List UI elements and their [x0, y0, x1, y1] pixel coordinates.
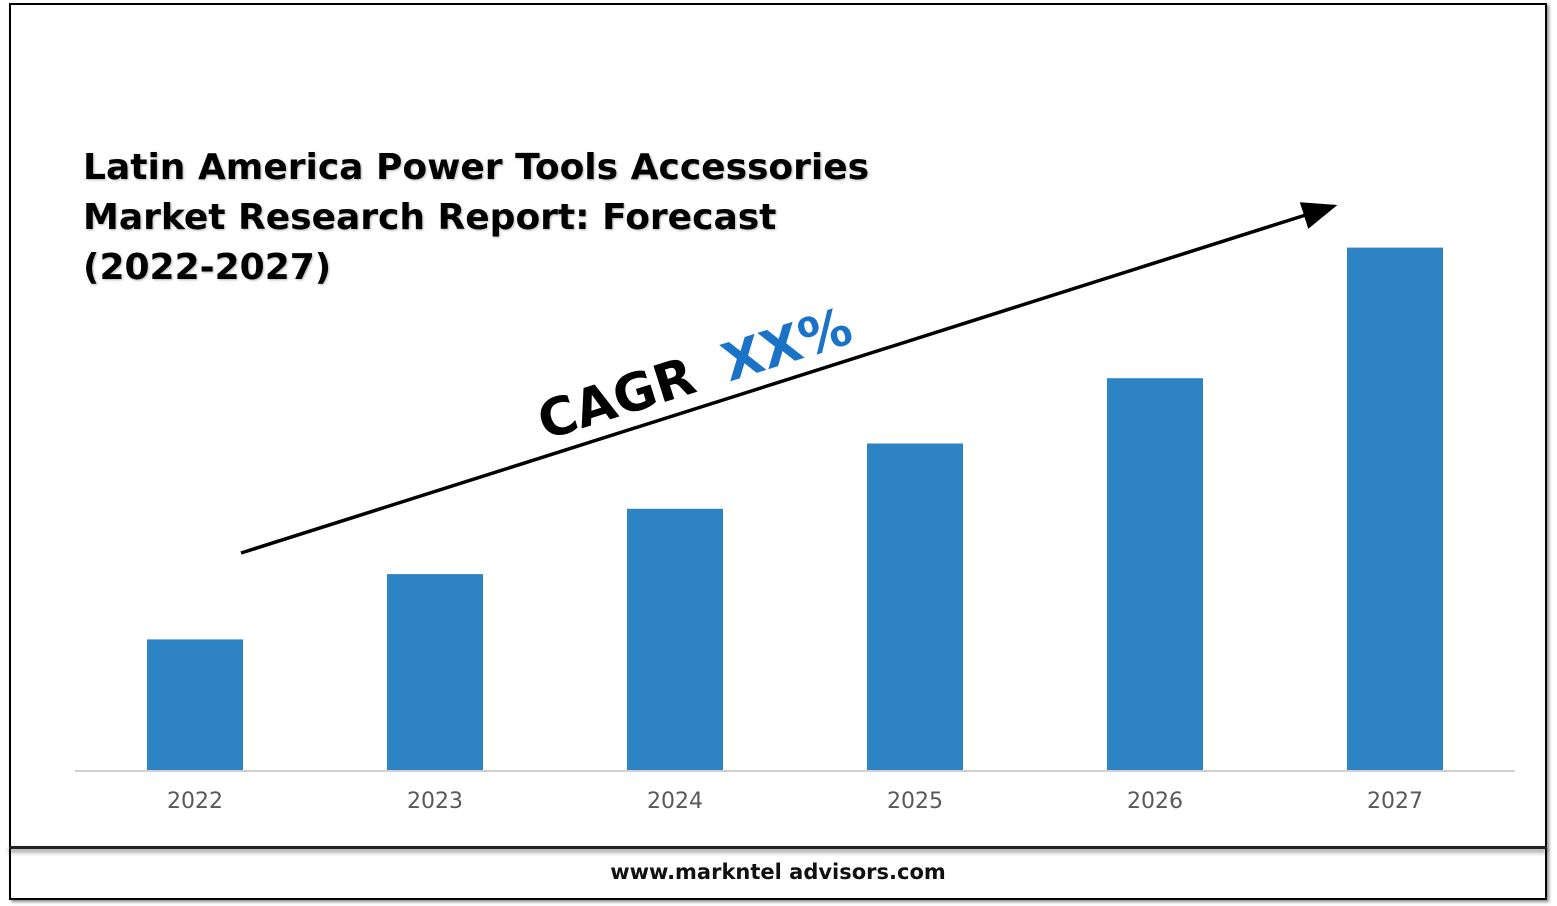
title-line-2: Market Research Report: Forecast: [83, 197, 777, 238]
x-tick-labels: 2022 2023 2024 2025 2026 2027: [167, 789, 1423, 814]
footer-divider: [9, 846, 1547, 849]
x-tick-label-2027: 2027: [1367, 789, 1423, 814]
bar-2024: [627, 508, 723, 770]
x-tick-label-2023: 2023: [407, 789, 463, 814]
x-tick-label-2026: 2026: [1127, 789, 1183, 814]
cagr-label: CAGR: [531, 346, 703, 452]
title-line-3: (2022-2027): [83, 247, 332, 288]
x-tick-label-2022: 2022: [167, 789, 223, 814]
chart-title: Latin America Power Tools Accessories Ma…: [83, 143, 883, 293]
bar-2022: [147, 639, 243, 770]
title-line-1: Latin America Power Tools Accessories: [83, 147, 870, 188]
bar-2025: [867, 443, 963, 770]
bar-2023: [387, 574, 483, 770]
trend-arrow: [240, 202, 1338, 555]
bar-2027: [1347, 247, 1443, 771]
footer-url: www.markntel advisors.com: [610, 860, 946, 884]
x-tick-label-2025: 2025: [887, 789, 943, 814]
cagr-annotation: CAGR XX%: [531, 297, 859, 453]
chart-frame: [9, 3, 1547, 900]
bar-2026: [1107, 378, 1203, 770]
bars-layer: [147, 247, 1443, 771]
x-tick-label-2024: 2024: [647, 789, 703, 814]
